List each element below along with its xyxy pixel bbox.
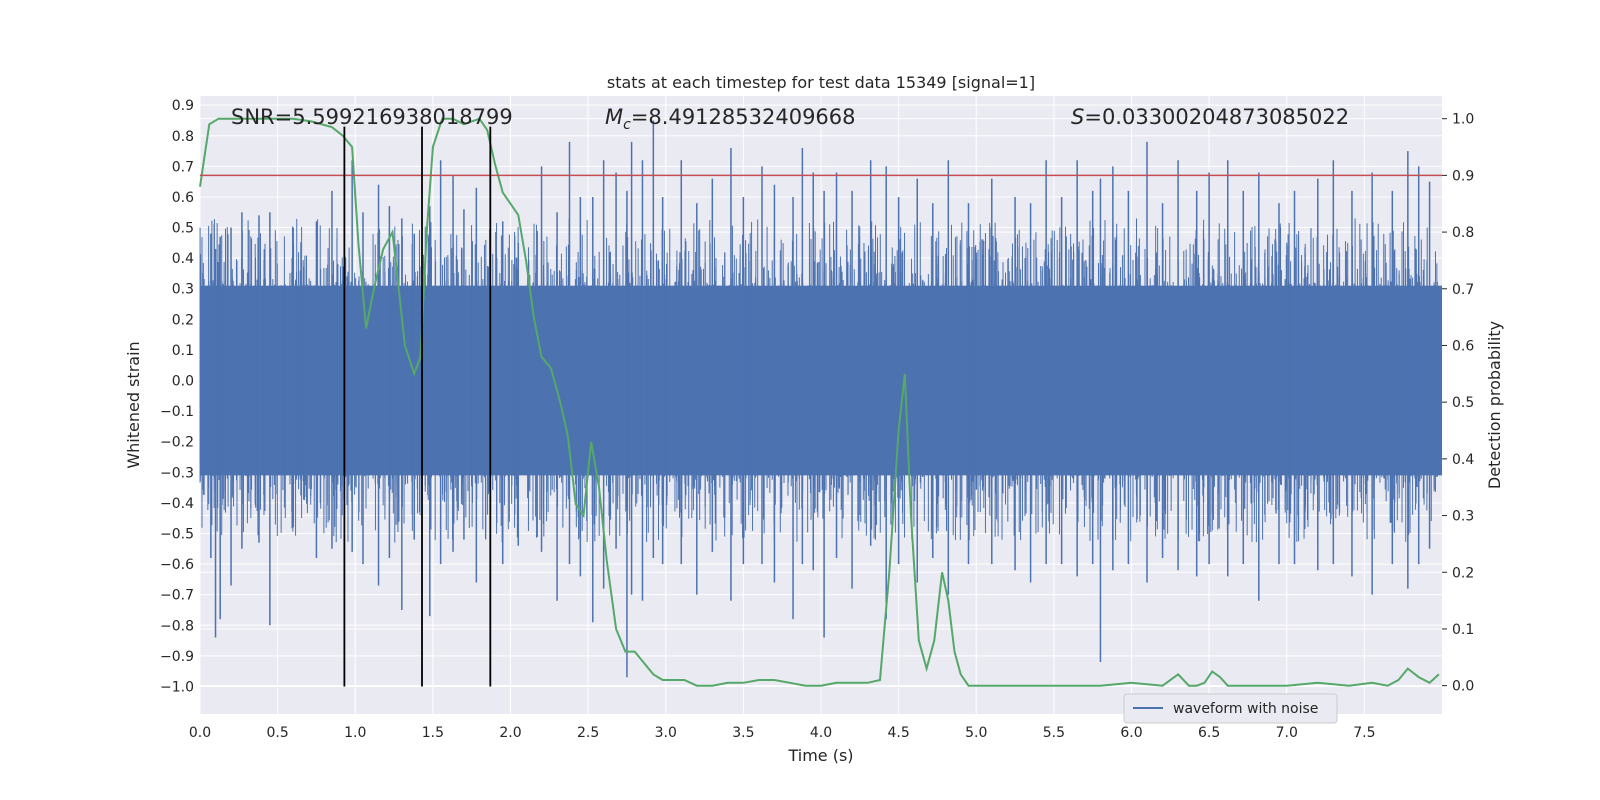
- x-tick-label: 2.5: [577, 725, 599, 741]
- legend: waveform with noise: [1123, 693, 1338, 724]
- y-tick-label: −0.2: [160, 435, 194, 451]
- y-tick-label: −0.5: [160, 526, 194, 542]
- chirp-mass-annotation: Mc=8.49128532409668: [605, 105, 856, 133]
- s-annotation: S=0.03300204873085022: [1071, 105, 1349, 129]
- y-tick-label: 0.3: [172, 282, 194, 298]
- legend-label: waveform with noise: [1173, 701, 1318, 717]
- y2-tick-label: 0.2: [1452, 565, 1474, 581]
- y2-tick-label: 0.0: [1452, 679, 1474, 695]
- y-tick-label: 0.8: [172, 129, 194, 145]
- y-tick-label: −0.3: [160, 465, 194, 481]
- y-tick-label: 0.0: [172, 374, 194, 390]
- y-tick-label: −0.1: [160, 404, 194, 420]
- x-tick-label: 4.0: [810, 725, 832, 741]
- chart-title: stats at each timestep for test data 153…: [607, 73, 1035, 92]
- y-tick-label: 0.5: [172, 221, 194, 237]
- x-tick-label: 1.0: [344, 725, 366, 741]
- y2-tick-label: 0.5: [1452, 395, 1474, 411]
- y2-tick-label: 0.1: [1452, 622, 1474, 638]
- y-tick-label: −0.7: [160, 588, 194, 604]
- waveform-series: [199, 120, 1442, 678]
- chirp-mass-value: =8.49128532409668: [631, 105, 856, 129]
- y-tick-label: −0.9: [160, 649, 194, 665]
- x-tick-label: 5.5: [1043, 725, 1065, 741]
- x-tick-label: 3.5: [732, 725, 754, 741]
- x-tick-label: 5.0: [965, 725, 987, 741]
- x-tick-label: 7.0: [1276, 725, 1298, 741]
- snr-annotation: SNR=5.599216938018799: [231, 105, 513, 129]
- y-tick-label: 0.1: [172, 343, 194, 359]
- y-tick-label: 0.9: [172, 98, 194, 114]
- legend-box: [1123, 693, 1338, 724]
- y2-tick-label: 1.0: [1452, 112, 1474, 128]
- y-axis-title: Whitened strain: [124, 341, 143, 468]
- y-tick-label: −1.0: [160, 679, 194, 695]
- probability-series: [199, 117, 1440, 687]
- y2-axis-title: Detection probability: [1485, 321, 1504, 489]
- x-tick-label: 6.5: [1198, 725, 1220, 741]
- overlay-lines: [200, 126, 1442, 687]
- x-tick-label: 1.5: [422, 725, 444, 741]
- y2-tick-label: 0.6: [1452, 338, 1474, 354]
- y2-tick-label: 0.3: [1452, 509, 1474, 525]
- x-tick-label: 4.5: [887, 725, 909, 741]
- y2-tick-label: 0.9: [1452, 168, 1474, 184]
- y-tick-label: −0.4: [160, 496, 194, 512]
- x-axis: 0.0 0.5 1.0 1.5 2.0 2.5 3.0 3.5 4.0 4.5 5.0 5.5 6.0 6…: [189, 725, 1376, 741]
- x-tick-label: 7.5: [1353, 725, 1375, 741]
- x-tick-label: 2.0: [499, 725, 521, 741]
- x-tick-label: 0.5: [266, 725, 288, 741]
- y-axis-left: 0.9 0.8 0.7 0.6 0.5 0.4 0.3 0.2 0.1 0.0 −0.1 −0.2 −0…: [160, 98, 194, 695]
- x-tick-label: 6.0: [1120, 725, 1142, 741]
- s-symbol: S: [1071, 105, 1084, 129]
- y-tick-label: 0.4: [172, 251, 194, 267]
- y-tick-label: −0.6: [160, 557, 194, 573]
- x-axis-title: Time (s): [787, 746, 853, 765]
- y2-tick-label: 0.7: [1452, 282, 1474, 298]
- y2-tick-label: 0.4: [1452, 452, 1474, 468]
- y-tick-label: −0.8: [160, 618, 194, 634]
- chirp-mass-symbol: M: [605, 105, 623, 129]
- probability-line: [199, 117, 1440, 687]
- y-tick-label: 0.6: [172, 190, 194, 206]
- x-tick-label: 0.0: [189, 725, 211, 741]
- chirp-mass-subscript: c: [623, 117, 631, 133]
- y-axis-right: 1.0 0.9 0.8 0.7 0.6 0.5 0.4 0.3 0.2 0.1 0.0: [1442, 112, 1474, 695]
- y2-tick-label: 0.8: [1452, 225, 1474, 241]
- x-tick-label: 3.0: [655, 725, 677, 741]
- s-value: =0.03300204873085022: [1084, 105, 1349, 129]
- y-tick-label: 0.2: [172, 312, 194, 328]
- y-tick-label: 0.7: [172, 159, 194, 175]
